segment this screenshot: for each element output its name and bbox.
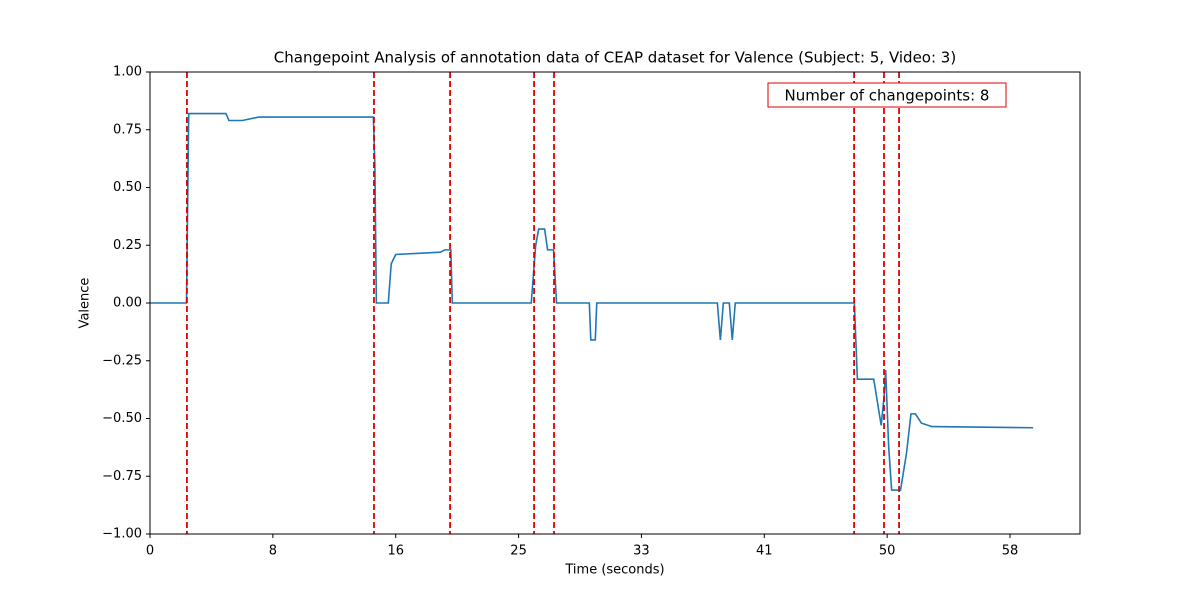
y-tick-label: 0.25 <box>113 238 142 253</box>
x-tick-label: 58 <box>1002 544 1019 559</box>
y-tick-label: 0.50 <box>113 180 142 195</box>
x-tick-label: 41 <box>756 544 773 559</box>
x-tick-label: 50 <box>879 544 896 559</box>
annotation: Number of changepoints: 8 <box>785 87 990 105</box>
x-tick-label: 0 <box>146 544 154 559</box>
axes-frame <box>149 71 1081 535</box>
y-axis-label: Valence <box>78 278 93 329</box>
x-tick-label: 16 <box>387 544 404 559</box>
y-tick-label: −1.00 <box>102 527 142 542</box>
annotation-box <box>767 82 1007 108</box>
y-tick-label: −0.25 <box>102 353 142 368</box>
y-tick-label: 0.75 <box>113 122 142 137</box>
x-tick-label: 25 <box>510 544 527 559</box>
x-axis-label: Time (seconds) <box>564 563 664 578</box>
chart-title: Changepoint Analysis of annotation data … <box>274 49 956 67</box>
y-tick-label: −0.75 <box>102 469 142 484</box>
y-tick-label: 0.00 <box>113 296 142 311</box>
y-tick-label: 1.00 <box>113 65 142 80</box>
x-tick-label: 33 <box>633 544 650 559</box>
x-tick-label: 8 <box>269 544 277 559</box>
y-tick-label: −0.50 <box>102 411 142 426</box>
data-line <box>150 112 1034 491</box>
